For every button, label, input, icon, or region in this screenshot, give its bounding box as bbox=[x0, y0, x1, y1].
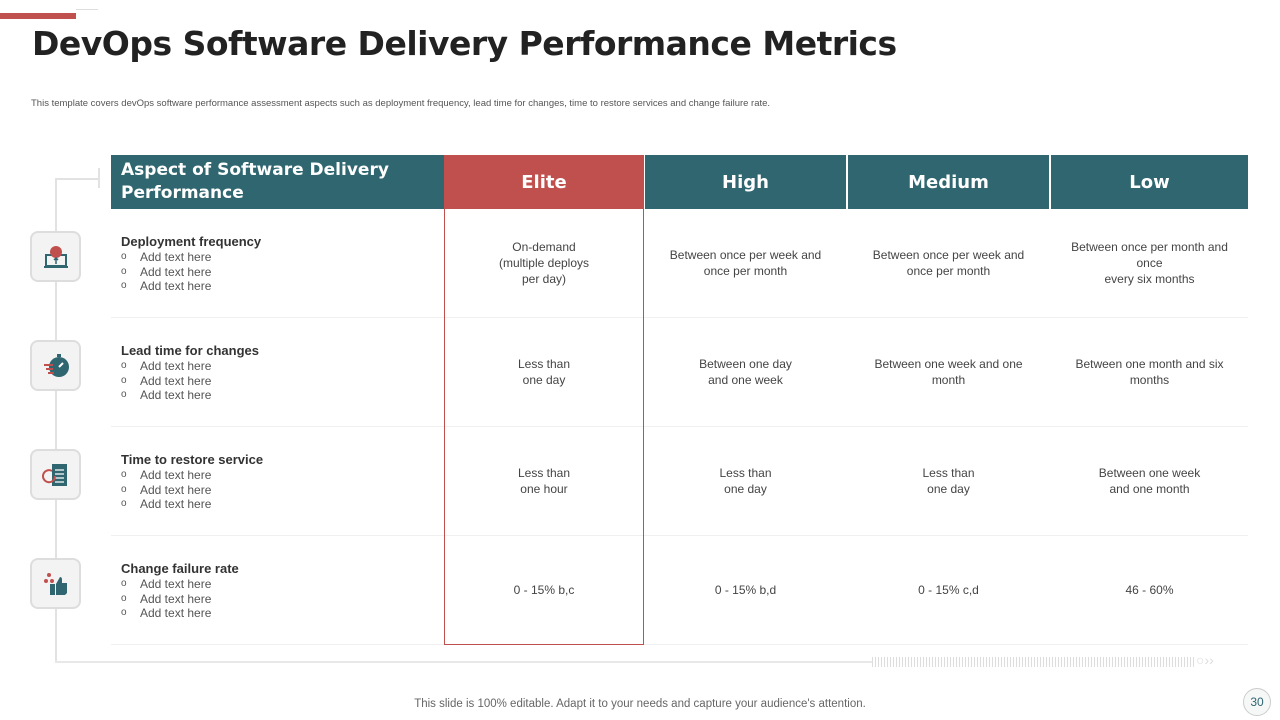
table-cell-low: Between once per month and once every si… bbox=[1071, 240, 1228, 286]
table-cell-elite: Less than one hour bbox=[517, 466, 571, 496]
bullet-marker: o bbox=[121, 592, 127, 604]
bullet-text: Add text here bbox=[140, 482, 212, 497]
bullet-marker: o bbox=[121, 469, 127, 480]
aspect-label: Lead time for changes o Add text here o Add … bbox=[121, 343, 421, 403]
chevrons-right-icon: ○›› bbox=[1196, 652, 1214, 668]
page-subtitle: This template covers devOps software per… bbox=[31, 98, 771, 109]
bullet-text: Add text here bbox=[140, 250, 212, 264]
aspect-bullet: o Add text here bbox=[121, 468, 421, 483]
aspect-bullet: o Add text here bbox=[121, 497, 421, 512]
page-number: 30 bbox=[1243, 688, 1271, 716]
aspect-title: Change failure rate bbox=[121, 561, 239, 576]
table-cell-elite: On-demand (multiple deploys per day) bbox=[498, 240, 590, 286]
aspect-title: Time to restore service bbox=[121, 452, 264, 467]
aspect-title: Lead time for changes bbox=[121, 343, 259, 358]
header-elite: Elite bbox=[444, 155, 644, 209]
page-title: DevOps Software Delivery Performance Met… bbox=[32, 24, 897, 63]
title-accent-bar bbox=[0, 13, 76, 19]
table-cell-low: 46 - 60% bbox=[1125, 583, 1174, 597]
header-medium: Medium bbox=[848, 155, 1049, 209]
aspect-bullet: o Add text here bbox=[121, 577, 421, 592]
timeline-line bbox=[55, 178, 57, 663]
thumbs-up-stars-icon bbox=[30, 558, 81, 609]
table-cell-medium: 0 - 15% c,d bbox=[918, 583, 979, 597]
header-aspect: Aspect of Software Delivery Performance bbox=[111, 155, 444, 209]
bullet-text: Add text here bbox=[140, 468, 212, 482]
timeline-top-line bbox=[55, 178, 99, 180]
table-cell-medium: Between once per week and once per month bbox=[872, 248, 1025, 278]
aspect-bullet: o Add text here bbox=[121, 250, 421, 265]
aspect-bullet: o Add text here bbox=[121, 388, 421, 403]
table-cell-low: Between one month and six months bbox=[1075, 357, 1224, 387]
laptop-upload-icon bbox=[30, 231, 81, 282]
row-divider bbox=[111, 535, 1248, 536]
aspect-label: Change failure rate o Add text here o Add te… bbox=[121, 561, 421, 621]
bullet-text: Add text here bbox=[140, 373, 212, 388]
footer-note: This slide is 100% editable. Adapt it to… bbox=[414, 698, 866, 710]
table-cell-high: 0 - 15% b,d bbox=[714, 583, 777, 597]
bullet-marker: o bbox=[121, 389, 127, 400]
bullet-text: Add text here bbox=[140, 591, 212, 606]
table-cell-high: Between one day and one week bbox=[699, 357, 792, 387]
bullet-marker: o bbox=[121, 498, 127, 509]
aspect-label: Time to restore service o Add text here o Ad… bbox=[121, 452, 421, 512]
row-divider bbox=[111, 426, 1248, 427]
aspect-bullet: o Add text here bbox=[121, 279, 421, 294]
timeline-top-tick bbox=[98, 168, 100, 188]
row-divider bbox=[111, 644, 1248, 645]
header-high: High bbox=[645, 155, 846, 209]
table-cell-medium: Less than one day bbox=[922, 466, 975, 496]
restore-document-icon bbox=[30, 449, 81, 500]
bullet-marker: o bbox=[121, 483, 127, 495]
bullet-marker: o bbox=[121, 607, 127, 618]
table-cell-elite: 0 - 15% b,c bbox=[513, 583, 575, 597]
table-cell-high: Between once per week and once per month bbox=[669, 248, 822, 278]
bullet-marker: o bbox=[121, 374, 127, 386]
bullet-marker: o bbox=[121, 280, 127, 291]
aspect-bullet: o Add text here bbox=[121, 359, 421, 374]
row-divider bbox=[111, 317, 1248, 318]
aspect-title: Deployment frequency bbox=[121, 234, 262, 249]
table-cell-medium: Between one week and one month bbox=[874, 357, 1023, 387]
table-cell-high: Less than one day bbox=[719, 466, 772, 496]
title-accent-line bbox=[76, 9, 98, 10]
aspect-bullet: o Add text here bbox=[121, 483, 421, 498]
aspect-bullet: o Add text here bbox=[121, 374, 421, 389]
header-low: Low bbox=[1051, 155, 1248, 209]
bullet-text: Add text here bbox=[140, 264, 212, 279]
timeline-ticks bbox=[872, 657, 1194, 667]
bullet-text: Add text here bbox=[140, 577, 212, 591]
bullet-text: Add text here bbox=[140, 359, 212, 373]
aspect-bullet: o Add text here bbox=[121, 265, 421, 280]
table-cell-low: Between one week and one month bbox=[1098, 466, 1201, 496]
bullet-marker: o bbox=[121, 360, 127, 371]
aspect-label: Deployment frequency o Add text here o Add t… bbox=[121, 234, 421, 294]
stopwatch-icon bbox=[30, 340, 81, 391]
bullet-marker: o bbox=[121, 578, 127, 589]
bullet-text: Add text here bbox=[140, 279, 212, 293]
table-cell-elite: Less than one day bbox=[517, 357, 571, 387]
bullet-text: Add text here bbox=[140, 606, 212, 620]
aspect-bullet: o Add text here bbox=[121, 592, 421, 607]
bullet-text: Add text here bbox=[140, 388, 212, 402]
bullet-marker: o bbox=[121, 251, 127, 262]
aspect-bullet: o Add text here bbox=[121, 606, 421, 621]
bullet-marker: o bbox=[121, 265, 127, 277]
bullet-text: Add text here bbox=[140, 497, 212, 511]
timeline-bottom-line bbox=[55, 661, 872, 663]
